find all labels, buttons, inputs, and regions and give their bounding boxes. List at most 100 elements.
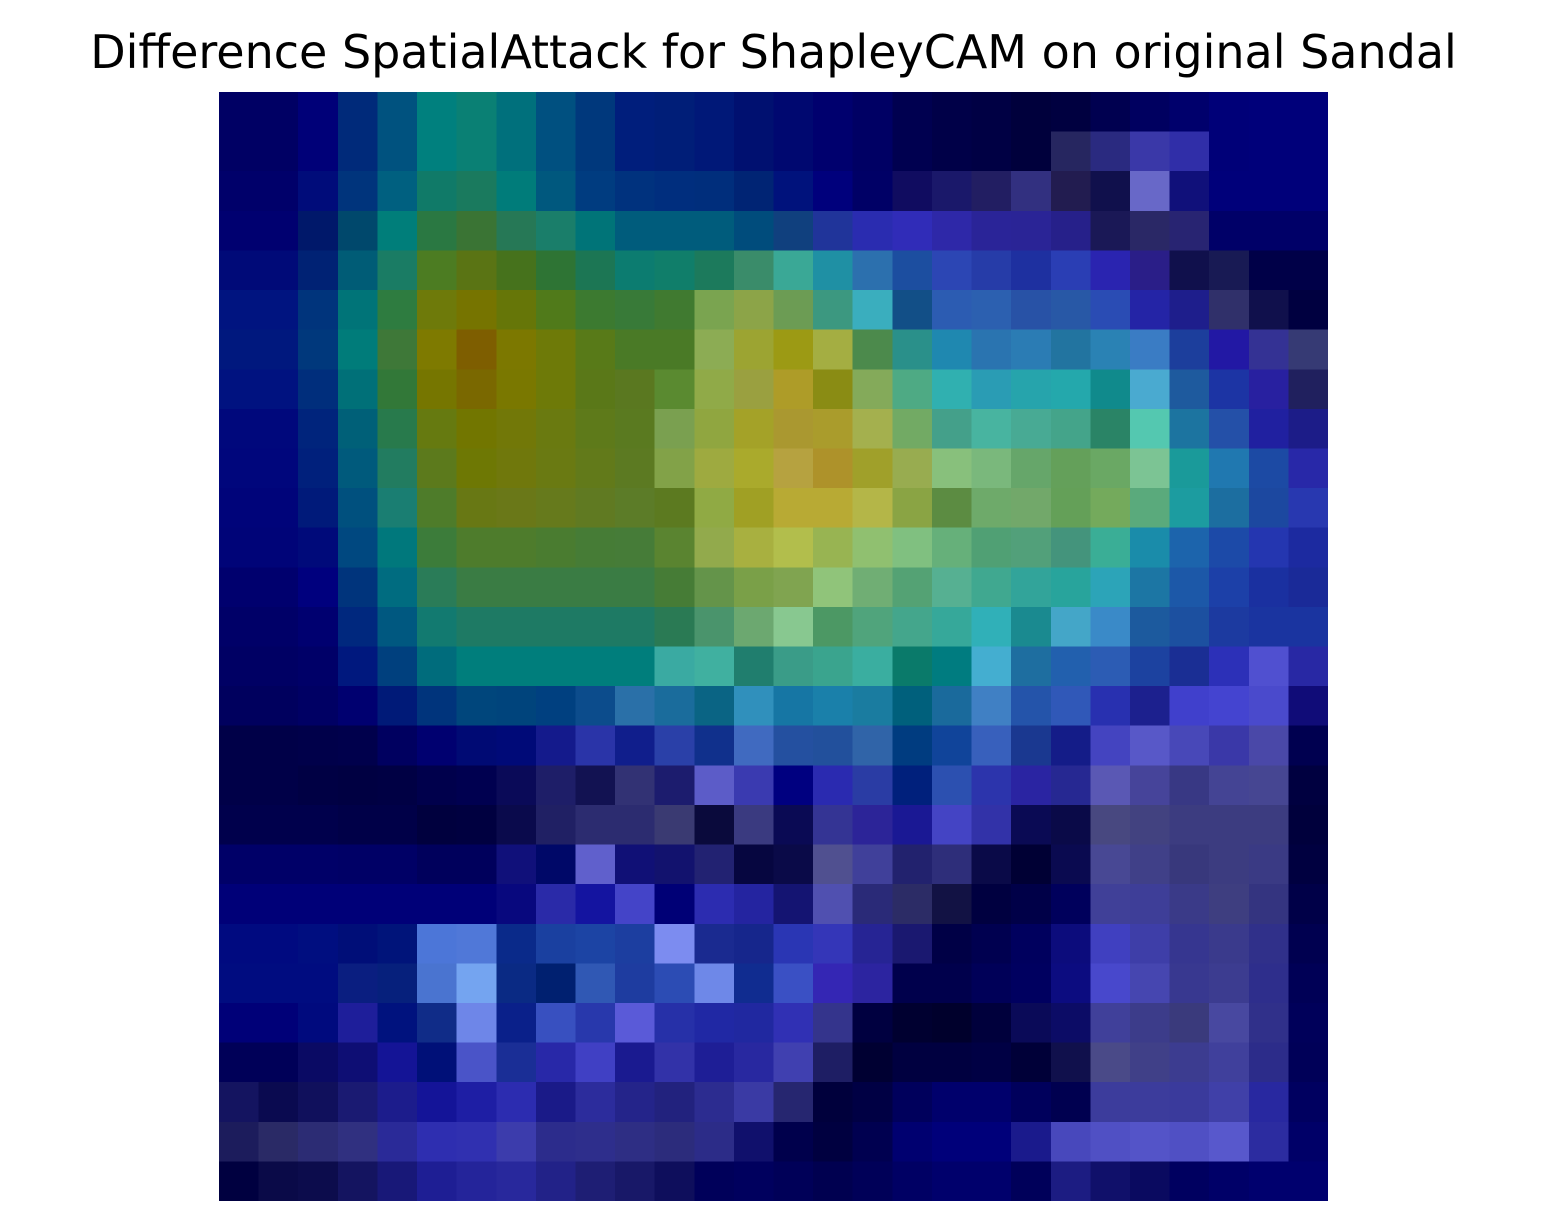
heatmap-cell [1209,290,1250,331]
heatmap-cell [892,1082,933,1123]
heatmap-cell [1011,488,1052,529]
heatmap-cell [417,250,458,291]
heatmap-cell [813,923,854,964]
heatmap-cell [615,92,656,133]
heatmap-cell [575,131,616,172]
heatmap-cell [258,686,299,727]
heatmap-cell [1248,448,1289,489]
heatmap-cell [417,963,458,1004]
heatmap-cell [1248,527,1289,568]
heatmap-cell [615,765,656,806]
heatmap-cell [694,171,735,212]
heatmap-cell [813,527,854,568]
heatmap-cell [575,725,616,766]
heatmap-cell [1248,329,1289,370]
heatmap-cell [813,92,854,133]
heatmap-cell [852,963,893,1004]
heatmap-cell [535,686,577,727]
heatmap-cell [971,963,1012,1004]
heatmap-cell [1209,725,1250,766]
heatmap-cell [535,527,577,568]
heatmap-cell [654,725,695,766]
heatmap-cell [1169,646,1210,687]
heatmap-cell [575,1082,616,1123]
heatmap-cell [892,448,933,489]
heatmap-cell [258,488,299,529]
heatmap-cell [1011,1121,1052,1162]
heatmap-cell [456,606,497,648]
heatmap-cell [892,844,933,885]
heatmap-cell [1248,171,1289,212]
heatmap-cell [496,1161,537,1201]
heatmap-cell [535,210,577,252]
heatmap-cell [1129,1121,1171,1162]
heatmap-cell [1169,210,1210,252]
heatmap-cell [1011,765,1052,806]
heatmap-cell [496,884,537,925]
heatmap-cell [377,606,418,648]
heatmap-cell [377,250,418,291]
heatmap-cell [337,606,379,648]
heatmap-cell [1169,171,1210,212]
heatmap-cell [1050,765,1091,806]
heatmap-cell [1129,923,1171,964]
heatmap-cell [1129,963,1171,1004]
heatmap-cell [1129,765,1171,806]
heatmap-cell [1288,448,1328,489]
heatmap-cell [258,1121,299,1162]
heatmap-cell [1248,250,1289,291]
heatmap-cell [1090,844,1131,885]
heatmap-cell [496,844,537,885]
heatmap-cell [971,290,1012,331]
heatmap-cell [733,488,775,529]
heatmap-cell [773,250,814,291]
heatmap-cell [1288,1121,1328,1162]
heatmap-cell [496,131,537,172]
heatmap-cell [773,488,814,529]
heatmap-cell [1050,1002,1091,1044]
heatmap-cell [1090,606,1131,648]
heatmap-cell [1248,408,1289,450]
heatmap-cell [1090,765,1131,806]
heatmap-cell [931,408,973,450]
heatmap-cell [971,884,1012,925]
heatmap-cell [575,804,616,846]
heatmap-cell [654,408,695,450]
heatmap-cell [1050,567,1091,608]
heatmap-cell [258,804,299,846]
heatmap-cell [417,210,458,252]
heatmap-cell [931,567,973,608]
heatmap-cell [733,844,775,885]
heatmap-cell [456,804,497,846]
heatmap-cell [694,804,735,846]
heatmap-cell [931,488,973,529]
heatmap-cell [813,1082,854,1123]
heatmap-cell [773,1161,814,1201]
heatmap-cell [852,686,893,727]
heatmap-cell [1011,171,1052,212]
heatmap-cell [1090,369,1131,410]
heatmap-cell [892,1002,933,1044]
heatmap-cell [694,250,735,291]
heatmap-cell [1129,329,1171,370]
heatmap-cell [892,884,933,925]
heatmap-cell [219,923,260,964]
heatmap-cell [654,765,695,806]
heatmap-cell [1169,408,1210,450]
heatmap-cell [219,171,260,212]
heatmap-cell [1209,646,1250,687]
heatmap-cell [615,567,656,608]
heatmap-cell [298,804,339,846]
heatmap-cell [535,725,577,766]
heatmap-cell [813,646,854,687]
heatmap-cell [496,923,537,964]
heatmap-cell [1090,884,1131,925]
heatmap-cell [1011,329,1052,370]
heatmap-cell [417,884,458,925]
heatmap-cell [773,844,814,885]
heatmap-cell [496,1121,537,1162]
heatmap-cell [971,92,1012,133]
heatmap-cell [456,329,497,370]
heatmap-cell [733,210,775,252]
heatmap-cell [1129,171,1171,212]
